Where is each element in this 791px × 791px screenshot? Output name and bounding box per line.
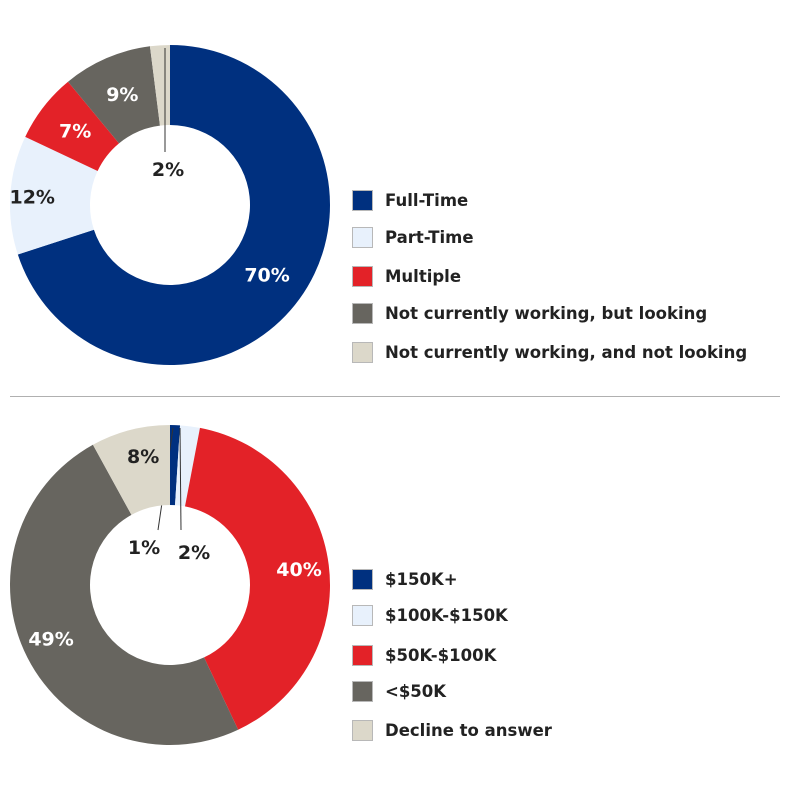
slice-value-label: 2% xyxy=(178,542,210,564)
legend-item-not-working-looking: Not currently working, but looking xyxy=(352,301,707,325)
donut-slice-decline-to-answer xyxy=(92,425,170,515)
legend-swatch xyxy=(352,568,373,590)
legend-label: $150K+ xyxy=(385,569,458,589)
income-donut: 1% 2% 40% 49% 8% xyxy=(9,425,330,746)
legend-swatch xyxy=(352,341,373,363)
donut-slice-full-time xyxy=(17,45,330,365)
legend-swatch xyxy=(352,604,373,626)
legend-item-150k-plus: $150K+ xyxy=(352,567,458,591)
legend-item-decline: Decline to answer xyxy=(352,718,552,742)
slice-value-label: 70% xyxy=(244,265,289,287)
slice-value-label: 8% xyxy=(127,446,159,468)
legend-item-part-time: Part-Time xyxy=(352,225,474,249)
legend-label: $100K-$150K xyxy=(385,605,508,625)
legend-item-full-time: Full-Time xyxy=(352,188,468,212)
legend-item-not-working-not-looking: Not currently working, and not looking xyxy=(352,340,747,364)
legend-label: <$50K xyxy=(385,681,447,701)
legend-swatch xyxy=(352,644,373,666)
donut-slice-50k-100k xyxy=(184,427,330,730)
legend-swatch xyxy=(352,680,373,702)
donut-slice-part-time xyxy=(9,136,98,255)
slice-value-label: 2% xyxy=(152,159,184,181)
donut-slice-multiple xyxy=(25,81,120,171)
legend-item-100k-150k: $100K-$150K xyxy=(352,603,508,627)
slice-value-label: 40% xyxy=(276,559,321,581)
donut-slice-100k-150k xyxy=(175,425,200,507)
legend-label: Not currently working, and not looking xyxy=(385,342,748,362)
section-divider xyxy=(10,396,780,397)
legend-label: Decline to answer xyxy=(385,720,552,740)
slice-value-label: 1% xyxy=(128,537,160,559)
legend-label: Full-Time xyxy=(385,190,469,210)
slice-value-label: 7% xyxy=(59,120,91,142)
legend-swatch xyxy=(352,719,373,741)
legend-item-under-50k: <$50K xyxy=(352,679,446,703)
donut-slice-50k xyxy=(9,444,239,746)
slice-value-label: 49% xyxy=(28,628,73,650)
slice-value-label: 12% xyxy=(9,186,54,208)
legend-swatch xyxy=(352,302,373,324)
legend-label: Not currently working, but looking xyxy=(385,303,708,323)
legend-swatch xyxy=(352,189,373,211)
legend-item-50k-100k: $50K-$100K xyxy=(352,643,496,667)
slice-value-label: 9% xyxy=(106,84,138,106)
legend-label: Part-Time xyxy=(385,227,474,247)
legend-label: Multiple xyxy=(385,266,462,286)
employment-donut: 70% 12% 7% 9% 2% xyxy=(9,45,330,365)
legend-label: $50K-$100K xyxy=(385,645,497,665)
donut-slice-150k xyxy=(170,425,181,506)
leader-line xyxy=(179,427,182,531)
legend-item-multiple: Multiple xyxy=(352,264,461,288)
legend-swatch xyxy=(352,226,373,248)
legend-swatch xyxy=(352,265,373,287)
donut-slice-not-currently-working-but-looking xyxy=(68,46,160,144)
